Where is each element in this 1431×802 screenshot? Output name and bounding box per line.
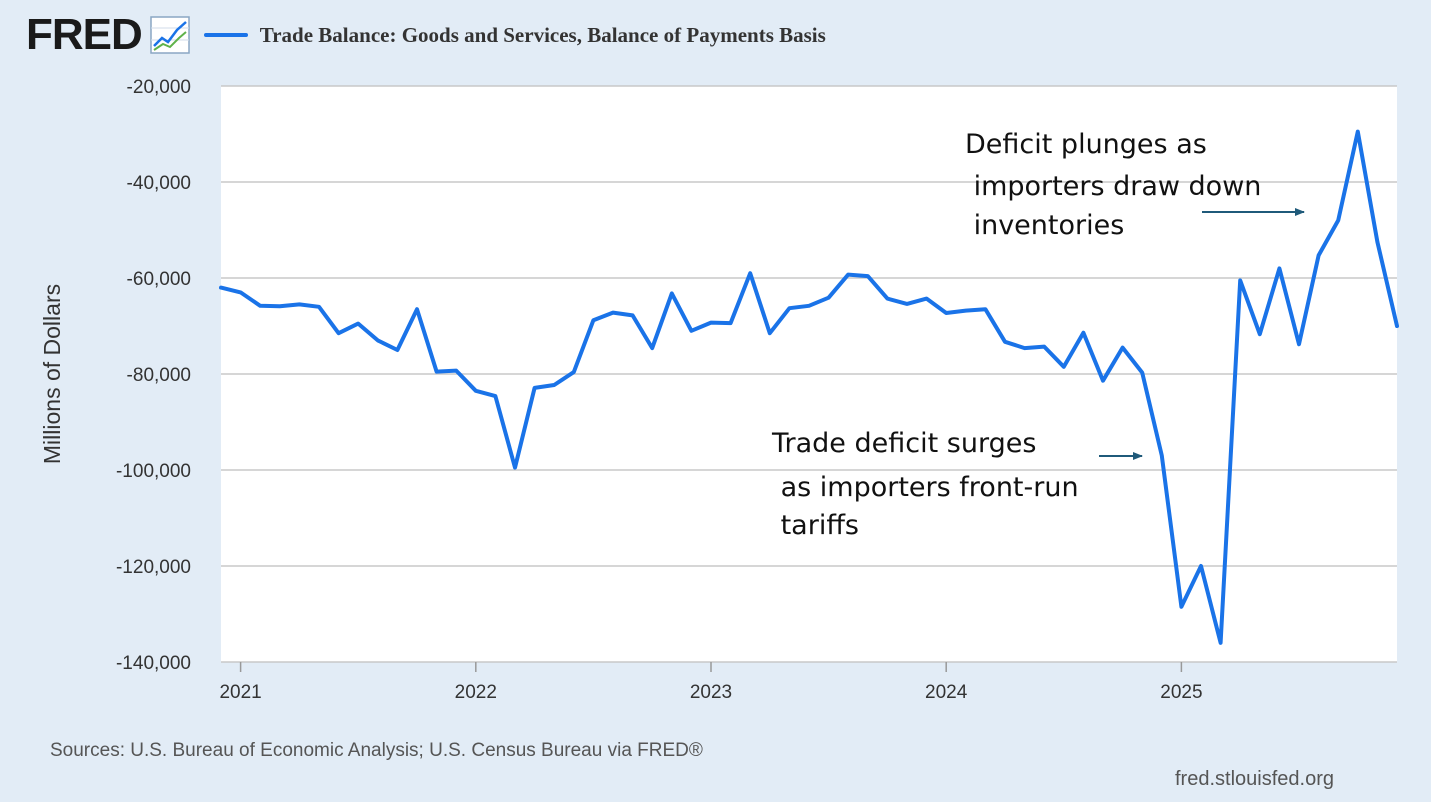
annotation-plunge-line-1: Deficit plunges as — [965, 129, 1207, 160]
y-tick-label: -100,000 — [116, 461, 191, 482]
annotation-surge: Trade deficit surges as importers front-… — [771, 428, 1087, 541]
fred-logo[interactable]: FRED — [26, 10, 143, 59]
x-tick-label: 2024 — [925, 682, 968, 703]
annotation-plunge-line-2: importers draw down — [965, 171, 1261, 202]
y-tick-label: -40,000 — [127, 173, 191, 194]
y-tick-label: -20,000 — [127, 77, 191, 98]
x-tick-label: 2025 — [1160, 682, 1202, 703]
y-tick-label: -80,000 — [127, 365, 191, 386]
x-axis-ticks: 2021 2022 2023 2024 2025 — [219, 662, 1203, 703]
y-tick-label: -60,000 — [127, 269, 191, 290]
source-note: Sources: U.S. Bureau of Economic Analysi… — [50, 740, 703, 761]
y-axis-label: Millions of Dollars — [39, 284, 65, 464]
x-tick-label: 2023 — [690, 682, 732, 703]
series-line — [219, 129, 1399, 645]
x-tick-label: 2022 — [455, 682, 497, 703]
annotation-plunge: Deficit plunges as importers draw down i… — [965, 129, 1270, 241]
y-tick-label: -120,000 — [116, 557, 191, 578]
y-tick-label: -140,000 — [116, 653, 191, 674]
annotation-surge-line-1: Trade deficit surges — [771, 428, 1036, 459]
site-url[interactable]: fred.stlouisfed.org — [1175, 768, 1334, 790]
grid-lines — [221, 85, 1397, 663]
chart-header: FRED Trade Balance: Goods and Services, … — [26, 12, 826, 58]
legend-swatch — [203, 33, 248, 37]
chart-title: Trade Balance: Goods and Services, Balan… — [259, 22, 826, 47]
annotation-surge-line-3: tariffs — [772, 510, 859, 541]
x-tick-label: 2021 — [219, 682, 261, 703]
y-axis-ticks: -20,000 -40,000 -60,000 -80,000 -100,000 -120… — [116, 77, 191, 674]
trend-graph-icon — [150, 16, 190, 54]
annotation-surge-line-2: as importers front-run — [772, 472, 1079, 503]
annotation-plunge-line-3: inventories — [965, 210, 1124, 241]
